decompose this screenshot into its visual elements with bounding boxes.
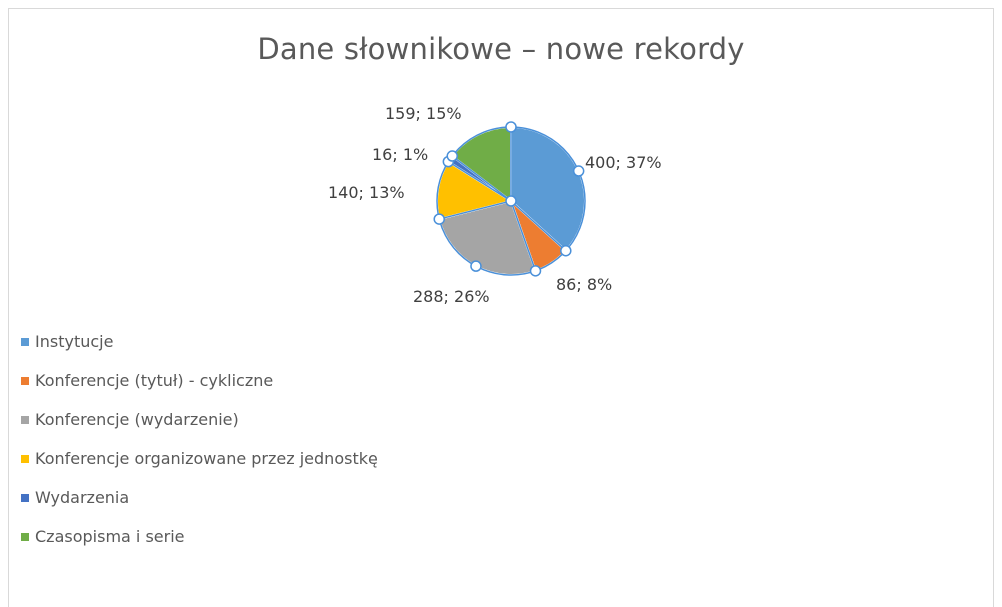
selection-spoke xyxy=(510,200,537,272)
selection-spoke xyxy=(447,160,512,202)
legend-item-konferencje-cykliczne[interactable]: Konferencje (tytuł) - cykliczne xyxy=(21,361,378,400)
legend-swatch-icon xyxy=(21,493,29,502)
boundary-handle-icon[interactable] xyxy=(433,213,445,225)
legend-label: Instytucje xyxy=(35,332,114,351)
boundary-handle-icon[interactable] xyxy=(560,244,572,257)
legend-label: Czasopisma i serie xyxy=(35,527,185,546)
chart-legend[interactable]: Instytucje Konferencje (tytuł) - cyklicz… xyxy=(21,322,378,556)
selection-spoke xyxy=(439,200,512,220)
data-label-konferencje-cykliczne: 86; 8% xyxy=(556,275,612,294)
legend-swatch-icon xyxy=(21,532,29,541)
chart-title: Dane słownikowe – nowe rekordy xyxy=(257,32,745,66)
data-label-instytucje: 400; 37% xyxy=(585,153,662,172)
selection-spoke xyxy=(451,155,512,202)
boundary-handle-icon[interactable] xyxy=(446,150,458,162)
legend-item-konferencje-organizowane[interactable]: Konferencje organizowane przez jednostkę xyxy=(21,439,378,478)
legend-label: Konferencje organizowane przez jednostkę xyxy=(35,449,378,468)
chart-area[interactable] xyxy=(8,8,994,607)
selection-handles[interactable] xyxy=(433,121,585,277)
legend-swatch-icon xyxy=(21,454,29,463)
selection-spoke xyxy=(510,200,567,252)
arc-handle-icon[interactable] xyxy=(572,165,585,177)
legend-item-instytucje[interactable]: Instytucje xyxy=(21,322,378,361)
data-label-czasopisma: 159; 15% xyxy=(385,104,462,123)
boundary-handle-icon[interactable] xyxy=(505,121,517,133)
legend-item-konferencje-wydarzenie[interactable]: Konferencje (wydarzenie) xyxy=(21,400,378,439)
legend-item-czasopisma[interactable]: Czasopisma i serie xyxy=(21,517,378,556)
boundary-handle-icon[interactable] xyxy=(529,265,542,277)
legend-swatch-icon xyxy=(21,376,29,385)
legend-label: Konferencje (wydarzenie) xyxy=(35,410,239,429)
data-label-wydarzenia: 16; 1% xyxy=(372,145,428,164)
arc-handle-icon[interactable] xyxy=(470,260,482,272)
legend-swatch-icon xyxy=(21,415,29,424)
data-label-konferencje-wydarzenie: 288; 26% xyxy=(413,287,490,306)
data-label-konferencje-organizowane: 140; 13% xyxy=(328,183,405,202)
data-labels: 400; 37% 86; 8% 288; 26% 140; 13% 16; 1%… xyxy=(328,104,662,306)
legend-label: Wydarzenia xyxy=(35,488,130,507)
legend-swatch-icon xyxy=(21,337,29,346)
legend-label: Konferencje (tytuł) - cykliczne xyxy=(35,371,274,390)
legend-item-wydarzenia[interactable]: Wydarzenia xyxy=(21,478,378,517)
center-handle-icon[interactable] xyxy=(505,195,517,207)
